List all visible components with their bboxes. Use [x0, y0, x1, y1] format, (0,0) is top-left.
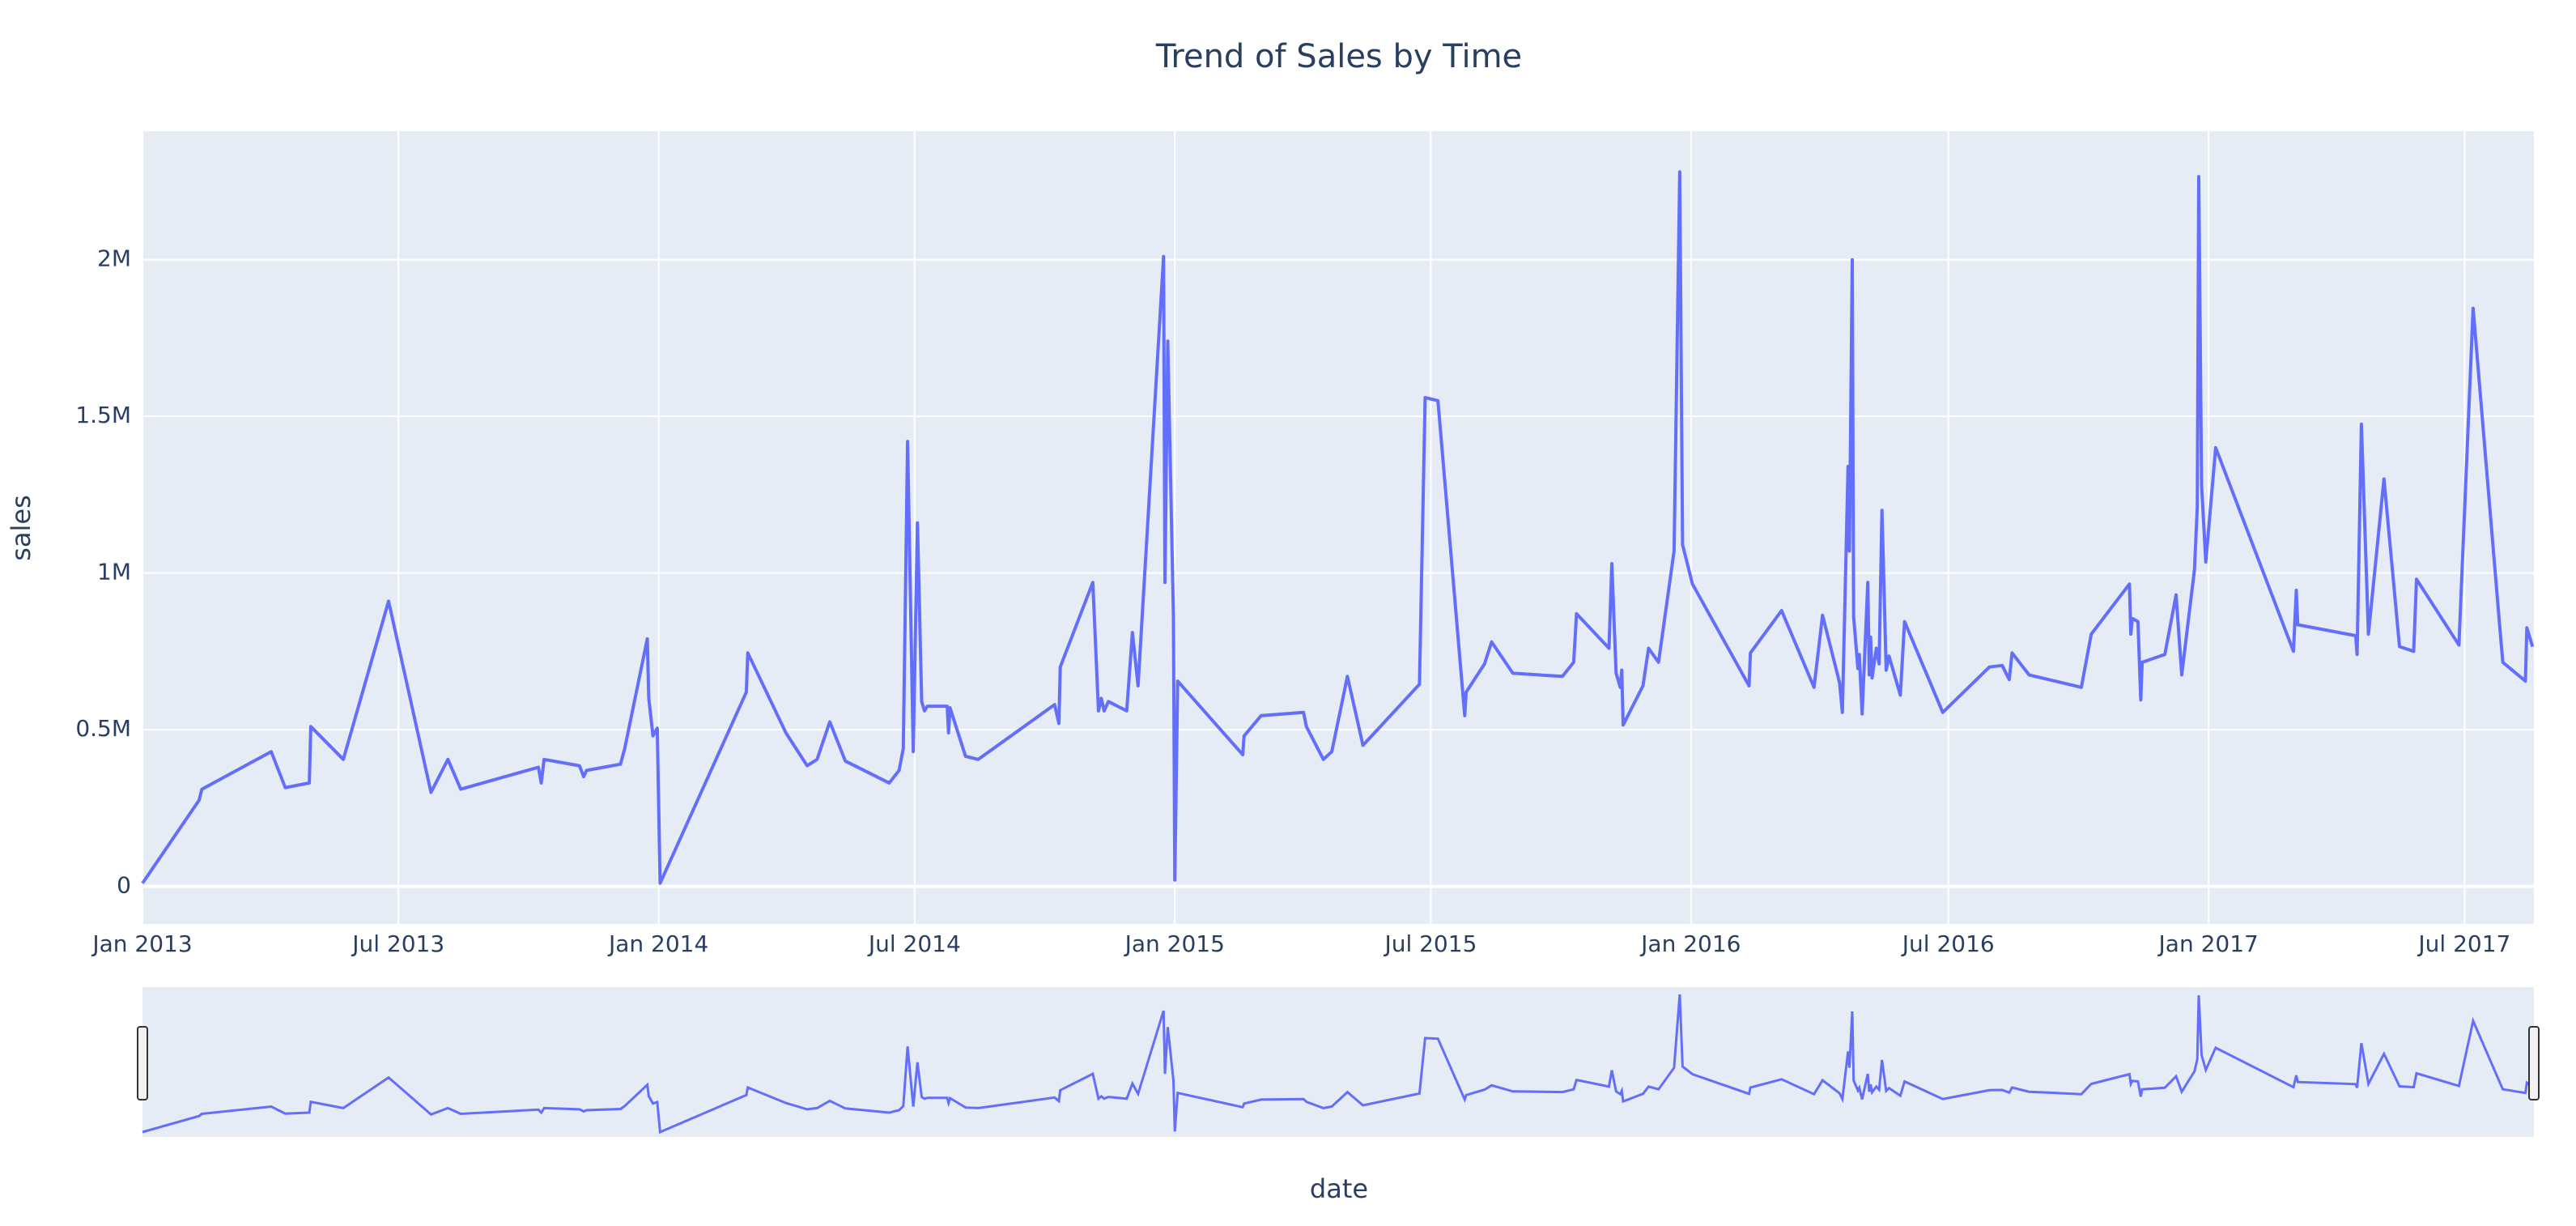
- x-tick-label: Jan 2016: [1639, 930, 1741, 957]
- x-tick-label: Jul 2015: [1383, 930, 1477, 957]
- y-tick-label: 1.5M: [75, 402, 131, 428]
- plot-background: [142, 131, 2534, 924]
- x-tick-label: Jul 2013: [351, 930, 444, 957]
- x-tick-label: Jan 2013: [91, 930, 192, 957]
- y-tick-label: 0.5M: [75, 715, 131, 742]
- y-tick-label: 0: [117, 872, 131, 899]
- chart-title: Trend of Sales by Time: [1155, 38, 1522, 75]
- x-tick-label: Jul 2016: [1901, 930, 1995, 957]
- y-tick-label: 2M: [97, 245, 131, 272]
- x-tick-label: Jul 2017: [2417, 930, 2510, 957]
- y-axis-label: sales: [6, 495, 36, 561]
- range-slider-handle: [2528, 1026, 2540, 1100]
- x-tick-label: Jan 2015: [1124, 930, 1225, 957]
- x-tick-label: Jul 2014: [867, 930, 961, 957]
- y-tick-label: 1M: [97, 559, 131, 585]
- range-slider-handle: [137, 1026, 148, 1100]
- x-tick-label: Jan 2014: [607, 930, 708, 957]
- range-slider-line: [142, 994, 2534, 1134]
- x-tick-label: Jan 2017: [2157, 930, 2259, 957]
- line: [141, 170, 2535, 885]
- range-slider-background: [142, 987, 2534, 1137]
- x-axis-label: date: [1310, 1173, 1368, 1204]
